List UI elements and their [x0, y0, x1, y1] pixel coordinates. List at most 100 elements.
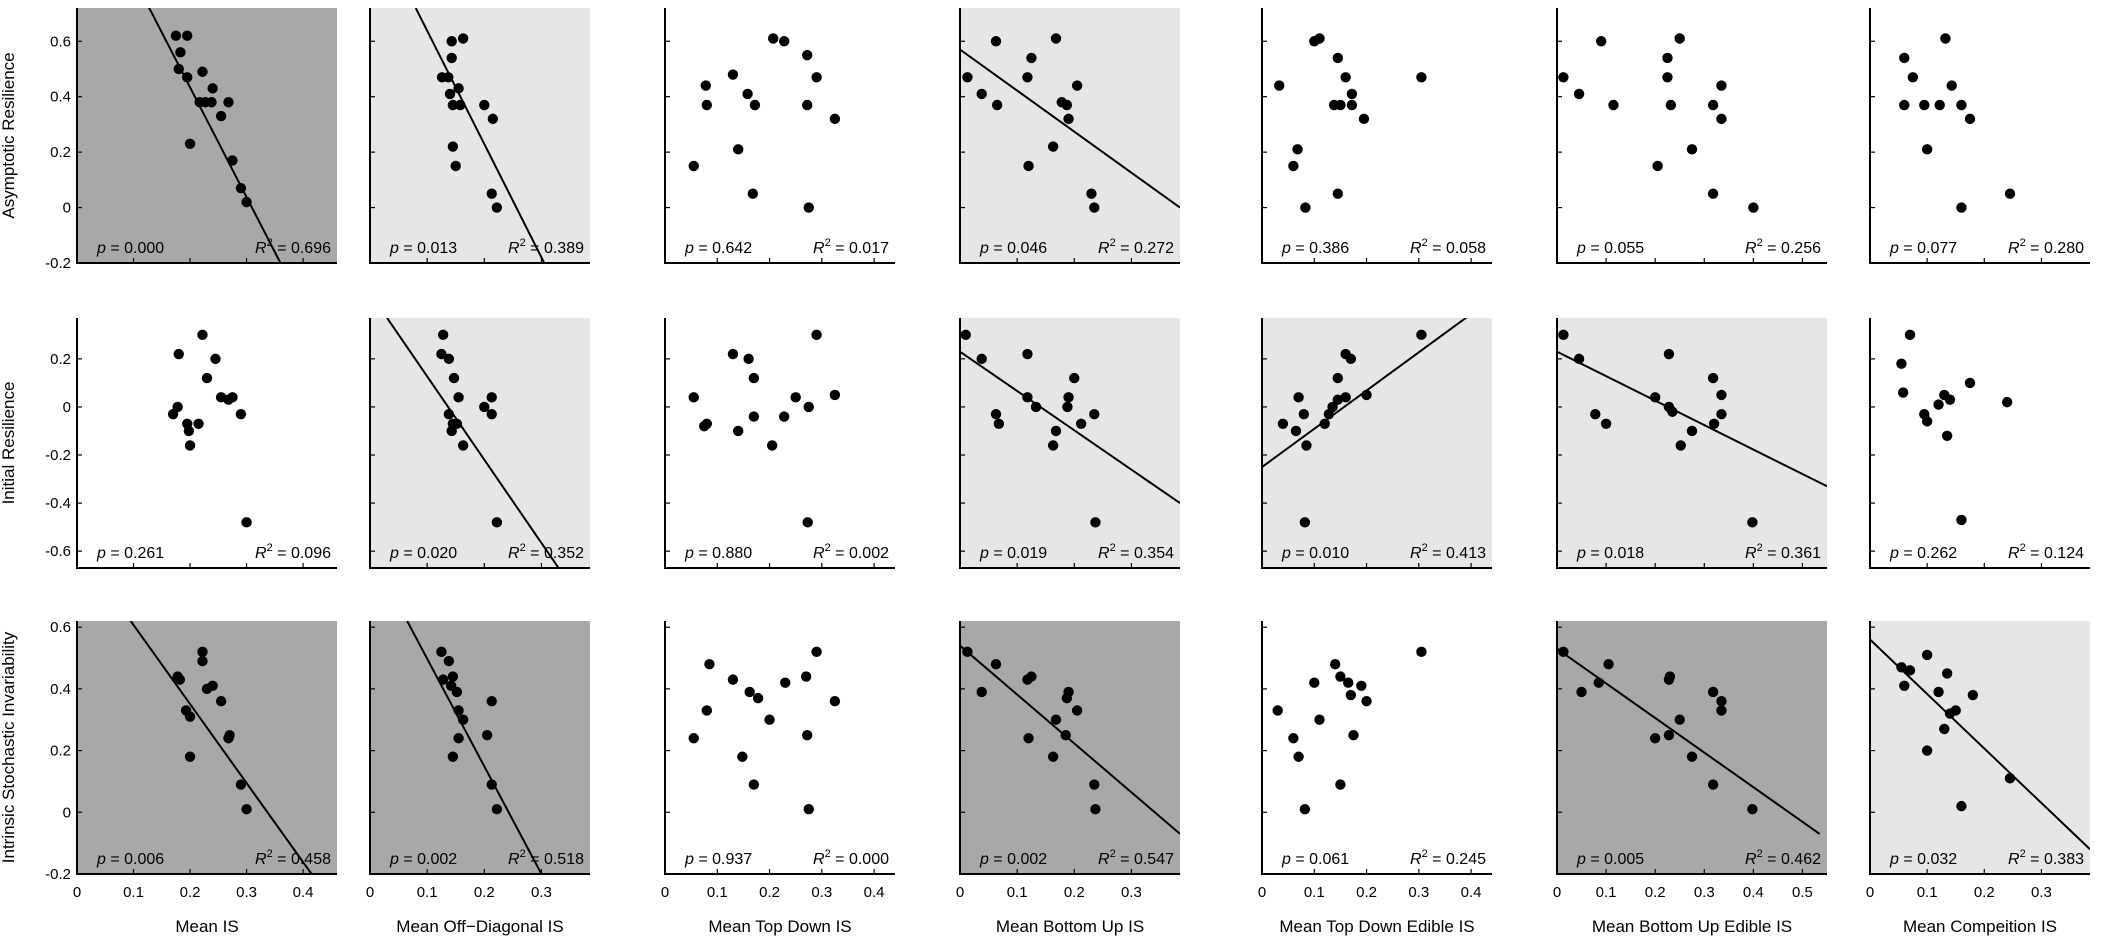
- x-tick-label: 0: [956, 884, 964, 901]
- data-point: [801, 729, 813, 741]
- data-point: [780, 677, 791, 688]
- x-axis-label: Mean Bottom Up Edible IS: [1592, 917, 1792, 936]
- panel: p = 0.880 R2 = 0.002: [664, 318, 895, 569]
- panel: -0.2 0 0.2 0.4 0.6 p = 0.000 R2 = 0.696: [45, 8, 337, 272]
- data-point: [487, 113, 499, 125]
- x-tick-label: 0.3: [811, 884, 832, 901]
- data-point: [993, 418, 1005, 429]
- data-point: [2001, 396, 2013, 408]
- data-point: [1904, 665, 1916, 676]
- p-value: 0.019: [1007, 545, 1047, 562]
- data-point: [1603, 658, 1614, 670]
- data-point: [1343, 677, 1354, 688]
- data-point: [1921, 144, 1933, 155]
- data-point: [743, 353, 754, 365]
- p-value: 0.005: [1604, 851, 1644, 868]
- data-point: [1300, 202, 1311, 213]
- data-point: [700, 80, 711, 91]
- data-point: [800, 671, 812, 682]
- data-point: [1652, 160, 1663, 172]
- data-point: [1595, 36, 1607, 47]
- data-point: [451, 418, 463, 429]
- data-point: [749, 99, 761, 111]
- r-squared-value: 0.458: [291, 851, 331, 868]
- data-point: [447, 751, 459, 762]
- x-axis-label: Mean Compeition IS: [1903, 917, 2057, 936]
- data-point: [1593, 677, 1604, 688]
- p-value: 0.077: [1917, 240, 1957, 257]
- data-point: [699, 420, 710, 432]
- data-point: [197, 329, 208, 341]
- data-point: [1340, 72, 1351, 83]
- p-value-annotation: p = 0.013: [389, 240, 457, 257]
- y-tick-label: 0.2: [50, 351, 71, 368]
- panel-background: [1262, 8, 1492, 263]
- data-point: [1332, 188, 1343, 199]
- data-point: [184, 751, 196, 762]
- p-value-annotation: p = 0.002: [979, 851, 1047, 868]
- regression-line: [148, 8, 282, 263]
- data-point: [1022, 392, 1033, 403]
- data-point: [1288, 160, 1299, 172]
- data-point: [1309, 677, 1320, 688]
- data-point: [737, 751, 748, 762]
- data-point: [447, 141, 459, 152]
- r-squared-annotation: R2 = 0.096: [255, 542, 331, 562]
- data-point: [1348, 729, 1359, 741]
- data-point: [1063, 686, 1074, 698]
- x-tick-label: 0.3: [236, 884, 257, 901]
- x-tick-label: 0.1: [1917, 884, 1938, 901]
- data-point: [447, 671, 459, 682]
- data-point: [1675, 440, 1686, 451]
- data-point: [443, 353, 455, 365]
- x-tick-label: 0.1: [707, 884, 728, 901]
- data-point: [1716, 80, 1727, 91]
- data-point: [802, 517, 813, 528]
- data-point: [1356, 680, 1367, 691]
- r-squared-annotation: R2 = 0.383: [2008, 848, 2084, 868]
- r-squared-value: 0.696: [291, 240, 331, 257]
- data-point: [491, 202, 503, 213]
- data-point: [446, 52, 457, 64]
- r-squared-annotation: R2 = 0.280: [2008, 237, 2084, 257]
- data-point: [1686, 751, 1698, 762]
- data-point: [167, 408, 179, 420]
- p-value-annotation: p = 0.005: [1576, 851, 1644, 868]
- data-point: [1416, 646, 1427, 658]
- data-point: [455, 99, 466, 111]
- data-point: [1941, 668, 1953, 679]
- x-tick-label: 0.4: [1743, 884, 1764, 901]
- panel-background: [77, 8, 337, 263]
- data-point: [1050, 33, 1062, 44]
- data-point: [450, 160, 461, 172]
- p-value-annotation: p = 0.046: [979, 240, 1047, 257]
- data-point: [790, 392, 801, 403]
- data-point: [1332, 372, 1343, 384]
- p-value-annotation: p = 0.006: [96, 851, 164, 868]
- data-point: [1899, 680, 1910, 691]
- data-point: [1707, 99, 1719, 111]
- panel-background: [1557, 621, 1827, 874]
- x-tick-label: 0.3: [2031, 884, 2052, 901]
- panel: -0.200.20.40.60 0.1 0.2 0.3 0.4p = 0.006 R2 =…: [45, 619, 337, 901]
- r-squared-annotation: R2 = 0.361: [1745, 542, 1821, 562]
- data-point: [1319, 418, 1330, 429]
- r-squared-annotation: R2 = 0.256: [1745, 237, 1821, 257]
- data-point: [1956, 514, 1967, 526]
- p-value-annotation: p = 0.002: [389, 851, 457, 868]
- r-squared-value: 0.272: [1134, 240, 1174, 257]
- panel-background: [960, 8, 1180, 263]
- data-point: [742, 88, 753, 100]
- y-tick-label: -0.2: [45, 866, 71, 883]
- data-point: [481, 729, 493, 741]
- data-point: [446, 36, 457, 47]
- data-point: [1558, 329, 1569, 341]
- p-value: 0.937: [712, 851, 752, 868]
- data-point: [701, 705, 713, 716]
- data-point: [1335, 779, 1346, 790]
- x-axis-label: Mean Top Down Edible IS: [1279, 917, 1474, 936]
- y-tick-label: 0: [63, 200, 71, 217]
- p-value-annotation: p = 0.262: [1889, 545, 1957, 562]
- data-point: [990, 658, 1002, 670]
- p-value: 0.262: [1917, 545, 1957, 562]
